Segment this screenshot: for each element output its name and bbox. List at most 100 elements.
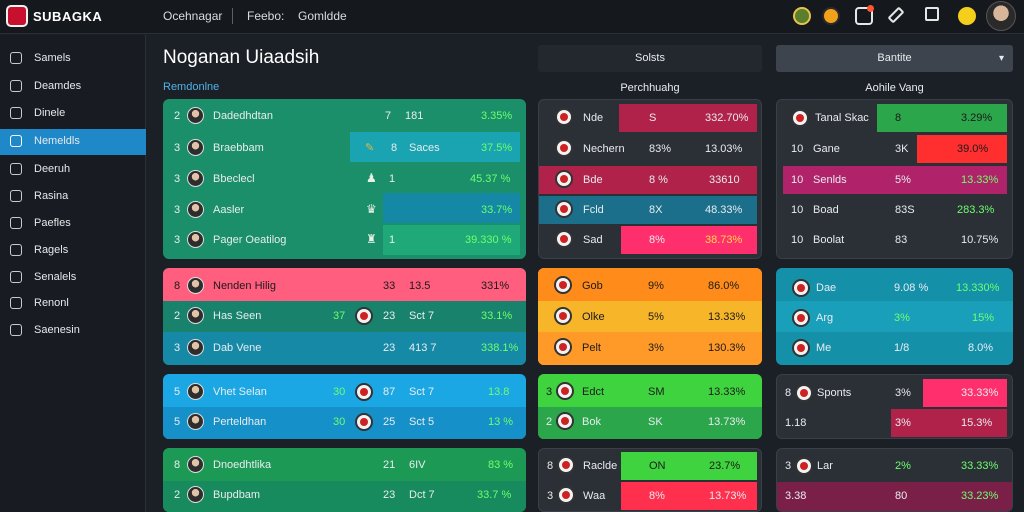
team-name[interactable]: Dae bbox=[816, 282, 837, 294]
team-name[interactable]: Raclde bbox=[583, 460, 618, 472]
player-name[interactable]: Perteldhan bbox=[213, 416, 267, 428]
team-name[interactable]: Boolat bbox=[813, 234, 845, 246]
rank: 10 bbox=[791, 204, 804, 216]
club-badge-icon bbox=[555, 108, 573, 126]
player-name[interactable]: Dadedhdtan bbox=[213, 110, 273, 122]
sidebar-item-label: Rasina bbox=[34, 190, 69, 202]
sidebar-item-1[interactable]: Samels bbox=[0, 46, 146, 72]
sidebar-item-2[interactable]: Deamdes bbox=[0, 74, 146, 100]
percent: 39.330 % bbox=[465, 234, 512, 246]
star-icon[interactable] bbox=[958, 7, 976, 25]
team-name[interactable]: Sponts bbox=[817, 387, 852, 399]
team-name[interactable]: Pelt bbox=[582, 342, 601, 354]
stat: 83% bbox=[649, 143, 672, 155]
dropdown-right[interactable]: Bantite ▾ bbox=[776, 45, 1013, 72]
stat: SK bbox=[648, 416, 663, 428]
row-highlight bbox=[776, 301, 1013, 332]
globe-icon[interactable] bbox=[793, 7, 811, 25]
sidebar-item-11[interactable]: Saenesin bbox=[0, 318, 146, 344]
mark: 7 bbox=[385, 110, 392, 122]
percent: 13 % bbox=[488, 416, 514, 428]
notification-icon[interactable] bbox=[855, 7, 873, 25]
player-name[interactable]: Has Seen bbox=[213, 310, 262, 322]
team-name[interactable]: Lar bbox=[817, 460, 833, 472]
rank: 1.18 bbox=[785, 417, 807, 429]
player-name[interactable]: Vhet Selan bbox=[213, 386, 267, 398]
fire-icon[interactable] bbox=[822, 7, 840, 25]
calendar-icon[interactable] bbox=[925, 7, 939, 21]
row-highlight bbox=[917, 135, 1007, 163]
team-name[interactable]: Gane bbox=[813, 143, 840, 155]
sidebar-item-5[interactable]: Deeruh bbox=[0, 157, 146, 183]
top-bar: SUBAGKA Ocehnagar Feebo: Gomldde bbox=[0, 0, 1024, 34]
rank: 8 bbox=[785, 387, 792, 399]
percent: 13.03% bbox=[705, 143, 743, 155]
percent: 45.37 % bbox=[470, 173, 511, 185]
grid-icon bbox=[10, 52, 22, 64]
team-name[interactable]: Senlds bbox=[813, 174, 847, 186]
col-head-right: Aohile Vang bbox=[865, 82, 924, 94]
percent: 33.23% bbox=[961, 490, 999, 502]
sidebar-item-8[interactable]: Ragels bbox=[0, 238, 146, 264]
sidebar-item-6[interactable]: Rasina bbox=[0, 184, 146, 210]
section-label[interactable]: Remdonlne bbox=[163, 81, 220, 93]
topnav-item-1[interactable]: Ocehnagar bbox=[163, 9, 223, 23]
right-panel-2: Dae 9.08 % 13.330% Arg 3% 15% Me 1/8 8.0… bbox=[776, 268, 1013, 365]
topnav-item-3[interactable]: Gomldde bbox=[298, 9, 347, 23]
left-panel-3: 5 Vhet Selan 30 87 Sct 7 13.8 5 Perteldh… bbox=[163, 374, 526, 439]
club-badge-icon bbox=[557, 456, 575, 474]
team-name[interactable]: Boad bbox=[813, 204, 839, 216]
percent: 33.7 % bbox=[477, 489, 512, 501]
team-name[interactable]: Olke bbox=[582, 311, 605, 323]
rank: 3 bbox=[174, 234, 181, 246]
player-avatar bbox=[187, 201, 204, 218]
value: 1 bbox=[389, 173, 396, 185]
player-avatar bbox=[187, 307, 204, 324]
team-name[interactable]: Bok bbox=[582, 416, 601, 428]
team-name[interactable]: Waa bbox=[583, 490, 606, 502]
stat: 8% bbox=[649, 234, 665, 246]
row-highlight bbox=[163, 332, 526, 365]
edit-icon[interactable] bbox=[887, 6, 905, 24]
value: Sct 7 bbox=[409, 386, 435, 398]
percent: 10.75% bbox=[961, 234, 999, 246]
sidebar-item-7[interactable]: Paefles bbox=[0, 211, 146, 237]
topnav-item-2[interactable]: Feebo: bbox=[247, 9, 285, 23]
num: 33 bbox=[383, 280, 396, 292]
sidebar-item-4[interactable]: Nemeldls bbox=[0, 129, 146, 155]
team-name[interactable]: Bde bbox=[583, 174, 603, 186]
team-name[interactable]: Edct bbox=[582, 386, 605, 398]
player-name[interactable]: Pager Oeatilog bbox=[213, 234, 287, 246]
team-name[interactable]: Arg bbox=[816, 312, 834, 324]
sidebar-item-label: Ragels bbox=[34, 244, 69, 256]
row-highlight bbox=[877, 104, 1007, 132]
team-name[interactable]: Gob bbox=[582, 280, 603, 292]
team-name[interactable]: Fcld bbox=[583, 204, 604, 216]
sidebar-item-9[interactable]: Senalels bbox=[0, 265, 146, 291]
player-name[interactable]: Dab Vene bbox=[213, 342, 262, 354]
row-highlight bbox=[539, 166, 757, 194]
player-name[interactable]: Bbeclecl bbox=[213, 173, 255, 185]
player-name[interactable]: Nenden Hilig bbox=[213, 280, 276, 292]
player-name[interactable]: Bupdbam bbox=[213, 489, 261, 501]
club-badge-icon bbox=[555, 139, 573, 157]
team-name[interactable]: Me bbox=[816, 342, 832, 354]
user-avatar[interactable] bbox=[986, 1, 1016, 31]
value: 413 7 bbox=[409, 342, 437, 354]
player-name[interactable]: Aasler bbox=[213, 204, 245, 216]
player-avatar bbox=[187, 339, 204, 356]
topnav-divider bbox=[232, 8, 233, 24]
tab-left[interactable]: Solsts bbox=[538, 45, 762, 72]
player-name[interactable]: Dnoedhtlika bbox=[213, 459, 272, 471]
flag-icon bbox=[10, 217, 22, 229]
player-name[interactable]: Braebbam bbox=[213, 142, 264, 154]
sidebar-item-3[interactable]: Dinele bbox=[0, 101, 146, 127]
mark: ✎ bbox=[365, 142, 375, 154]
team-name[interactable]: Tanal Skac bbox=[815, 112, 869, 124]
team-name[interactable]: Sad bbox=[583, 234, 603, 246]
sidebar-item-label: Paefles bbox=[34, 217, 71, 229]
percent: 13.330% bbox=[956, 282, 1000, 294]
team-name[interactable]: Nde bbox=[583, 112, 604, 124]
sidebar-item-10[interactable]: Renonl bbox=[0, 291, 146, 317]
team-name[interactable]: Nechern bbox=[583, 143, 625, 155]
